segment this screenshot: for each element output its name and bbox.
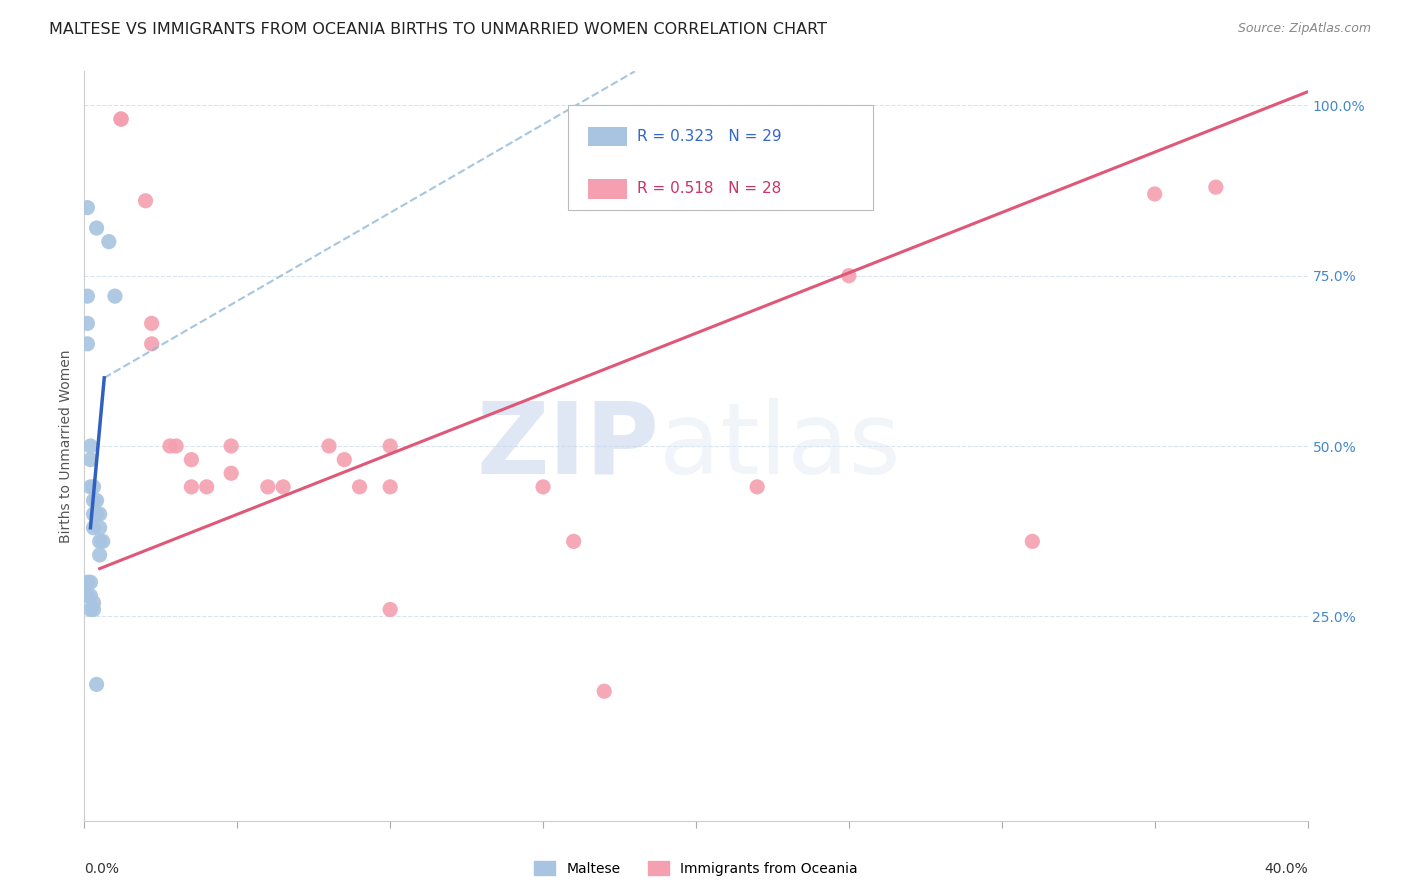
Point bbox=[165, 439, 187, 453]
Point bbox=[76, 201, 98, 215]
Point bbox=[593, 684, 616, 698]
Point bbox=[104, 289, 127, 303]
Y-axis label: Births to Unmarried Women: Births to Unmarried Women bbox=[59, 350, 73, 542]
FancyBboxPatch shape bbox=[568, 105, 873, 210]
Point bbox=[76, 575, 98, 590]
Point bbox=[79, 575, 101, 590]
Point bbox=[83, 521, 105, 535]
Point bbox=[380, 602, 402, 616]
Point bbox=[89, 548, 111, 562]
Text: MALTESE VS IMMIGRANTS FROM OCEANIA BIRTHS TO UNMARRIED WOMEN CORRELATION CHART: MALTESE VS IMMIGRANTS FROM OCEANIA BIRTH… bbox=[49, 22, 827, 37]
Point bbox=[219, 467, 242, 481]
Point bbox=[747, 480, 769, 494]
Point bbox=[180, 452, 202, 467]
Text: R = 0.518   N = 28: R = 0.518 N = 28 bbox=[637, 181, 782, 196]
Point bbox=[89, 534, 111, 549]
Point bbox=[83, 596, 105, 610]
Point bbox=[83, 602, 105, 616]
Point bbox=[135, 194, 157, 208]
Point bbox=[180, 480, 202, 494]
Point bbox=[91, 534, 114, 549]
Point bbox=[1205, 180, 1227, 194]
Point bbox=[141, 317, 163, 331]
Point bbox=[76, 289, 98, 303]
Point bbox=[380, 480, 402, 494]
Point bbox=[76, 336, 98, 351]
Point bbox=[79, 480, 101, 494]
Legend: Maltese, Immigrants from Oceania: Maltese, Immigrants from Oceania bbox=[529, 855, 863, 881]
Point bbox=[86, 493, 108, 508]
Point bbox=[531, 480, 554, 494]
Point bbox=[1021, 534, 1043, 549]
Text: 40.0%: 40.0% bbox=[1264, 862, 1308, 876]
Point bbox=[1143, 186, 1166, 201]
Point bbox=[159, 439, 181, 453]
Point bbox=[83, 493, 105, 508]
Point bbox=[838, 268, 860, 283]
Point bbox=[257, 480, 280, 494]
Point bbox=[318, 439, 340, 453]
Point bbox=[86, 507, 108, 521]
Point bbox=[83, 480, 105, 494]
Point bbox=[380, 439, 402, 453]
Point bbox=[110, 112, 132, 126]
Point bbox=[349, 480, 371, 494]
Point bbox=[83, 507, 105, 521]
Point bbox=[141, 336, 163, 351]
Point bbox=[79, 452, 101, 467]
Point bbox=[333, 452, 356, 467]
Point bbox=[219, 439, 242, 453]
Point bbox=[271, 480, 294, 494]
Point bbox=[86, 221, 108, 235]
Point bbox=[76, 317, 98, 331]
FancyBboxPatch shape bbox=[588, 127, 627, 146]
FancyBboxPatch shape bbox=[588, 179, 627, 199]
Text: R = 0.323   N = 29: R = 0.323 N = 29 bbox=[637, 129, 782, 144]
Point bbox=[86, 677, 108, 691]
Text: Source: ZipAtlas.com: Source: ZipAtlas.com bbox=[1237, 22, 1371, 36]
Point bbox=[89, 507, 111, 521]
Text: atlas: atlas bbox=[659, 398, 901, 494]
Point bbox=[195, 480, 218, 494]
Point bbox=[110, 112, 132, 126]
Point bbox=[97, 235, 120, 249]
Point bbox=[562, 534, 585, 549]
Text: ZIP: ZIP bbox=[477, 398, 659, 494]
Point bbox=[89, 521, 111, 535]
Point bbox=[79, 589, 101, 603]
Point bbox=[79, 439, 101, 453]
Point bbox=[79, 602, 101, 616]
Text: 0.0%: 0.0% bbox=[84, 862, 120, 876]
Point bbox=[76, 589, 98, 603]
